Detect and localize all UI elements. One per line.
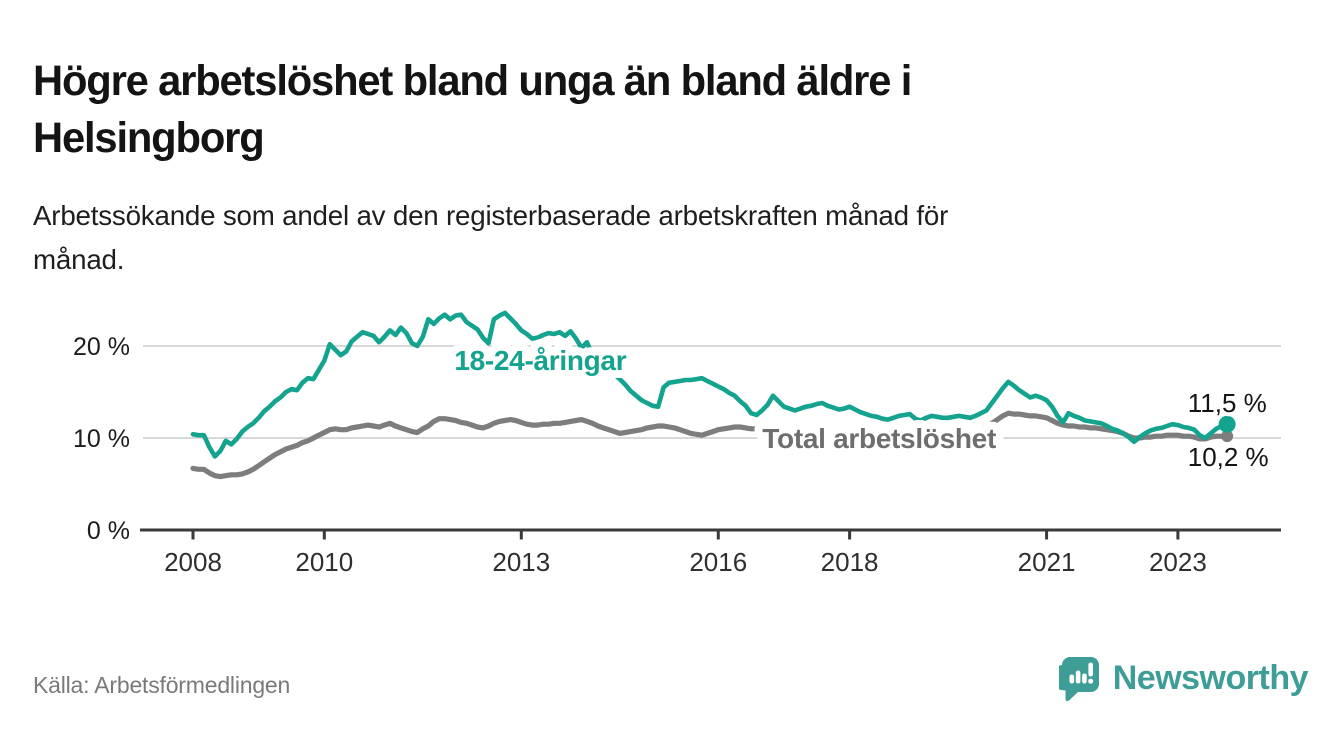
brand-name: Newsworthy <box>1112 659 1309 697</box>
series-line-youth <box>190 310 1230 459</box>
y-axis-label-20: 20 % <box>73 333 130 361</box>
exclamation-dot-icon <box>1087 678 1093 684</box>
x-axis-label-2016: 2016 <box>689 547 747 577</box>
y-axis-label-0: 0 % <box>87 517 130 545</box>
newsworthy-bubble-icon <box>1058 657 1099 701</box>
unemployment-line-chart: 0 % 10 % 20 % 2008 2010 2013 2016 2018 2021 2023 T… <box>73 310 1281 577</box>
value-label-0: 11,5 % <box>1188 388 1267 418</box>
x-axis-label-2021: 2021 <box>1018 547 1076 577</box>
series-line-total <box>190 410 1230 480</box>
series-label-total: Total arbetslöshet <box>762 423 996 454</box>
x-axis-label-2013: 2013 <box>492 547 550 577</box>
title-line-1: Högre arbetslöshet bland unga än bland ä… <box>33 56 912 105</box>
bar-small-icon <box>1069 674 1074 684</box>
chart-subtitle: Arbetssökande som andel av den registerb… <box>33 194 948 282</box>
subtitle-line-1: Arbetssökande som andel av den registerb… <box>33 200 949 231</box>
value-label-1: 10,2 % <box>1188 442 1269 472</box>
exclamation-stroke-icon <box>1088 662 1093 677</box>
x-axis-label-2023: 2023 <box>1149 547 1207 577</box>
end-dot-youth <box>1218 415 1236 433</box>
x-axis-label-2010: 2010 <box>295 547 353 577</box>
series-label-youth: 18-24-åringar <box>454 345 626 376</box>
x-axis-label-2008: 2008 <box>164 547 222 577</box>
title-line-2: Helsingborg <box>33 113 265 162</box>
x-axis-label-2018: 2018 <box>821 547 879 577</box>
newsworthy-logo: Newsworthy <box>1058 656 1309 701</box>
bar-short-icon <box>1081 673 1087 684</box>
end-dot-total <box>1221 430 1234 443</box>
bar-medium-icon <box>1075 670 1081 684</box>
subtitle-line-2: månad. <box>33 244 125 275</box>
y-axis-label-10: 10 % <box>73 425 130 453</box>
chart-title: Högre arbetslöshet bland unga än bland ä… <box>33 53 912 167</box>
source-note: Källa: Arbetsförmedlingen <box>33 672 291 698</box>
